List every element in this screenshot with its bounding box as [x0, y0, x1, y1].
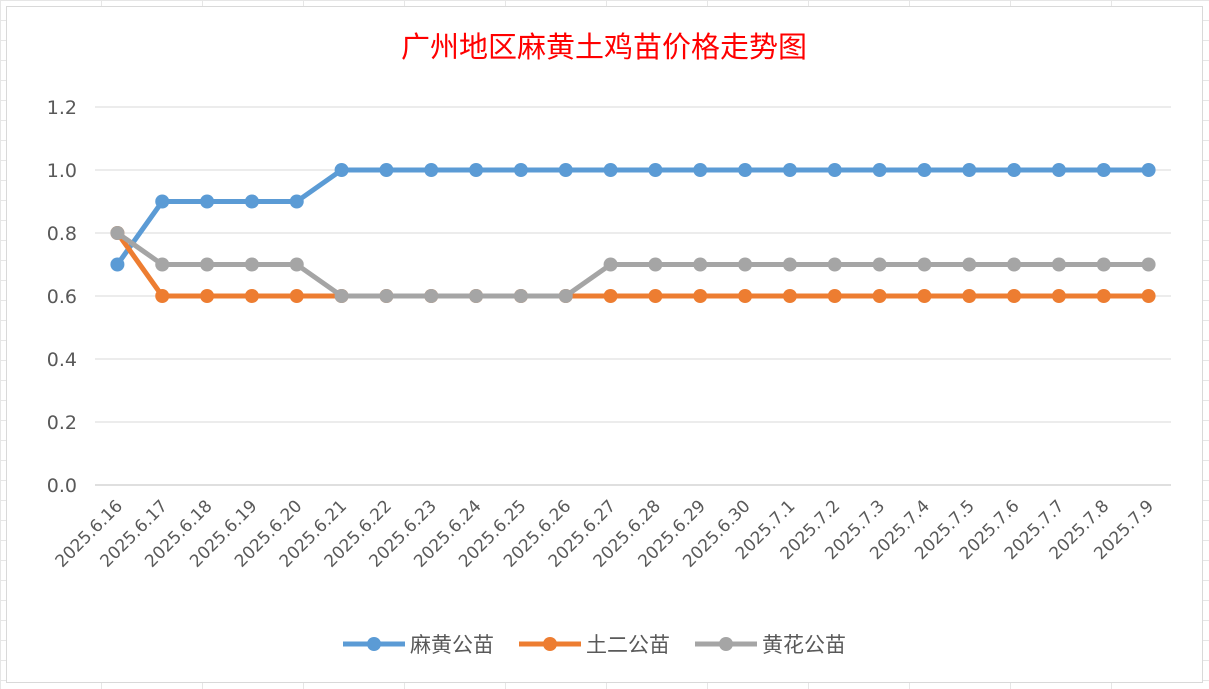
legend-marker [543, 637, 557, 651]
data-point[interactable] [289, 257, 304, 272]
data-point[interactable] [1096, 257, 1111, 272]
series-lines [110, 163, 1156, 303]
data-point[interactable] [738, 289, 753, 303]
y-tick-label: 0.4 [47, 349, 77, 371]
data-point[interactable] [1051, 257, 1066, 272]
chart-title: 广州地区麻黄土鸡苗价格走势图 [401, 30, 807, 64]
data-point[interactable] [379, 289, 394, 303]
data-point[interactable] [469, 289, 484, 303]
data-point[interactable] [693, 163, 708, 177]
legend-label: 麻黄公苗 [410, 633, 494, 657]
data-point[interactable] [1096, 289, 1111, 303]
series-0 [110, 163, 1156, 272]
y-tick-label: 1.2 [47, 97, 77, 119]
data-point[interactable] [155, 194, 170, 209]
data-point[interactable] [200, 194, 215, 209]
data-point[interactable] [917, 163, 932, 177]
data-point[interactable] [155, 257, 170, 272]
data-point[interactable] [693, 257, 708, 272]
data-point[interactable] [334, 163, 349, 177]
data-point[interactable] [1096, 163, 1111, 177]
data-point[interactable] [827, 257, 842, 272]
series-line [114, 167, 1152, 267]
y-tick-label: 0.8 [47, 223, 77, 245]
data-point[interactable] [603, 163, 618, 177]
data-point[interactable] [558, 163, 573, 177]
data-point[interactable] [1007, 257, 1022, 272]
data-point[interactable] [648, 289, 663, 303]
data-point[interactable] [200, 289, 215, 303]
data-point[interactable] [424, 289, 439, 303]
y-axis-tick-labels: 0.0 0.2 0.4 0.6 0.8 1.0 1.2 [47, 97, 77, 497]
data-point[interactable] [1051, 289, 1066, 303]
series-line [114, 230, 1152, 299]
data-point[interactable] [648, 257, 663, 272]
data-point[interactable] [424, 163, 439, 177]
data-point[interactable] [558, 289, 573, 303]
series-2 [110, 226, 1156, 303]
data-point[interactable] [110, 257, 125, 272]
data-point[interactable] [782, 289, 797, 303]
chart-area[interactable] [6, 6, 1203, 683]
data-point[interactable] [289, 194, 304, 209]
data-point[interactable] [603, 257, 618, 272]
legend[interactable]: 麻黄公苗 土二公苗 黄花公苗 [343, 633, 846, 657]
data-point[interactable] [872, 257, 887, 272]
data-point[interactable] [155, 289, 170, 303]
data-point[interactable] [782, 257, 797, 272]
legend-item[interactable]: 黄花公苗 [695, 633, 846, 657]
data-point[interactable] [1007, 289, 1022, 303]
data-point[interactable] [244, 289, 259, 303]
data-point[interactable] [962, 289, 977, 303]
data-point[interactable] [289, 289, 304, 303]
x-axis-tick-labels: 2025.6.162025.6.172025.6.182025.6.192025… [52, 496, 1158, 571]
data-point[interactable] [334, 289, 349, 303]
data-point[interactable] [738, 257, 753, 272]
data-point[interactable] [827, 163, 842, 177]
data-point[interactable] [693, 289, 708, 303]
data-point[interactable] [379, 163, 394, 177]
data-point[interactable] [513, 289, 528, 303]
data-point[interactable] [872, 163, 887, 177]
data-point[interactable] [110, 226, 125, 240]
data-point[interactable] [513, 163, 528, 177]
data-point[interactable] [738, 163, 753, 177]
data-point[interactable] [872, 289, 887, 303]
data-point[interactable] [603, 289, 618, 303]
data-point[interactable] [200, 257, 215, 272]
data-point[interactable] [782, 163, 797, 177]
data-point[interactable] [962, 257, 977, 272]
data-point[interactable] [1007, 163, 1022, 177]
data-point[interactable] [244, 257, 259, 272]
data-point[interactable] [244, 194, 259, 209]
data-point[interactable] [1141, 163, 1156, 177]
data-point[interactable] [1141, 257, 1156, 272]
series-line [114, 230, 1152, 299]
legend-marker [719, 637, 733, 651]
legend-marker [367, 637, 381, 651]
data-point[interactable] [827, 289, 842, 303]
data-point[interactable] [917, 289, 932, 303]
legend-label: 土二公苗 [586, 633, 670, 657]
data-point[interactable] [648, 163, 663, 177]
y-tick-label: 0.2 [47, 412, 77, 434]
legend-item[interactable]: 土二公苗 [519, 633, 670, 657]
y-tick-label: 0.0 [47, 475, 77, 497]
data-point[interactable] [1051, 163, 1066, 177]
legend-label: 黄花公苗 [762, 633, 846, 657]
data-point[interactable] [962, 163, 977, 177]
data-point[interactable] [917, 257, 932, 272]
legend-item[interactable]: 麻黄公苗 [343, 633, 494, 657]
data-point[interactable] [469, 163, 484, 177]
y-tick-label: 0.6 [47, 286, 77, 308]
data-point[interactable] [1141, 289, 1156, 303]
y-tick-label: 1.0 [47, 160, 77, 182]
